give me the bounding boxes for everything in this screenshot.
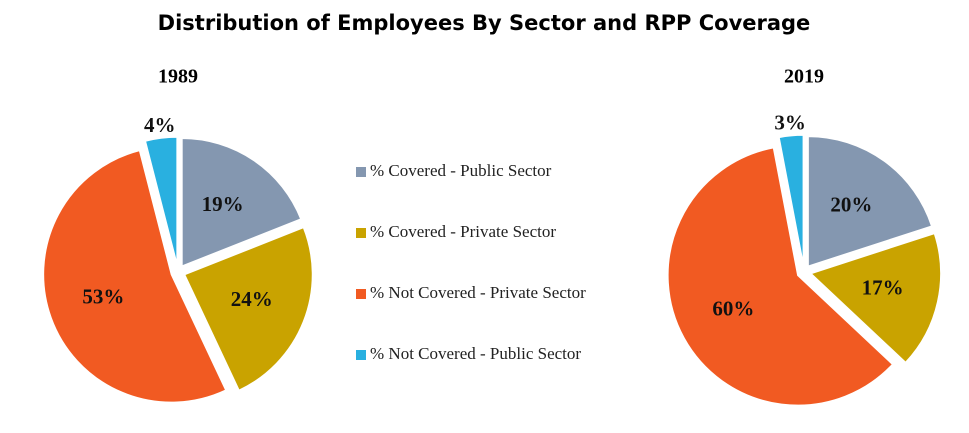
data-label: 53%	[82, 285, 124, 309]
legend-swatch	[356, 228, 366, 238]
pie-slice	[183, 226, 314, 392]
legend-swatch	[356, 167, 366, 177]
data-label: 3%	[774, 110, 806, 134]
pie-slice	[181, 137, 302, 268]
legend-label: % Covered - Private Sector	[370, 222, 556, 241]
legend-label: % Not Covered - Private Sector	[370, 283, 586, 302]
pie-slice	[807, 135, 933, 268]
legend-swatch	[356, 289, 366, 299]
data-label: 20%	[830, 193, 872, 217]
pie-slice	[667, 146, 894, 407]
data-label: 24%	[231, 287, 273, 311]
pie-title: 2019	[784, 66, 824, 88]
legend-swatch	[356, 350, 366, 360]
chart-title: Distribution of Employees By Sector and …	[158, 11, 811, 35]
pie-slice	[144, 136, 178, 266]
pie-title: 1989	[158, 66, 198, 88]
legend-label: % Covered - Public Sector	[370, 161, 552, 180]
data-label: 17%	[862, 275, 904, 299]
data-label: 4%	[144, 113, 176, 137]
pie-slice	[42, 149, 227, 404]
pie-slice	[778, 134, 805, 266]
pie-slice	[809, 232, 942, 364]
data-label: 60%	[712, 297, 754, 321]
legend-label: % Not Covered - Public Sector	[370, 344, 581, 363]
data-label: 19%	[202, 192, 244, 216]
